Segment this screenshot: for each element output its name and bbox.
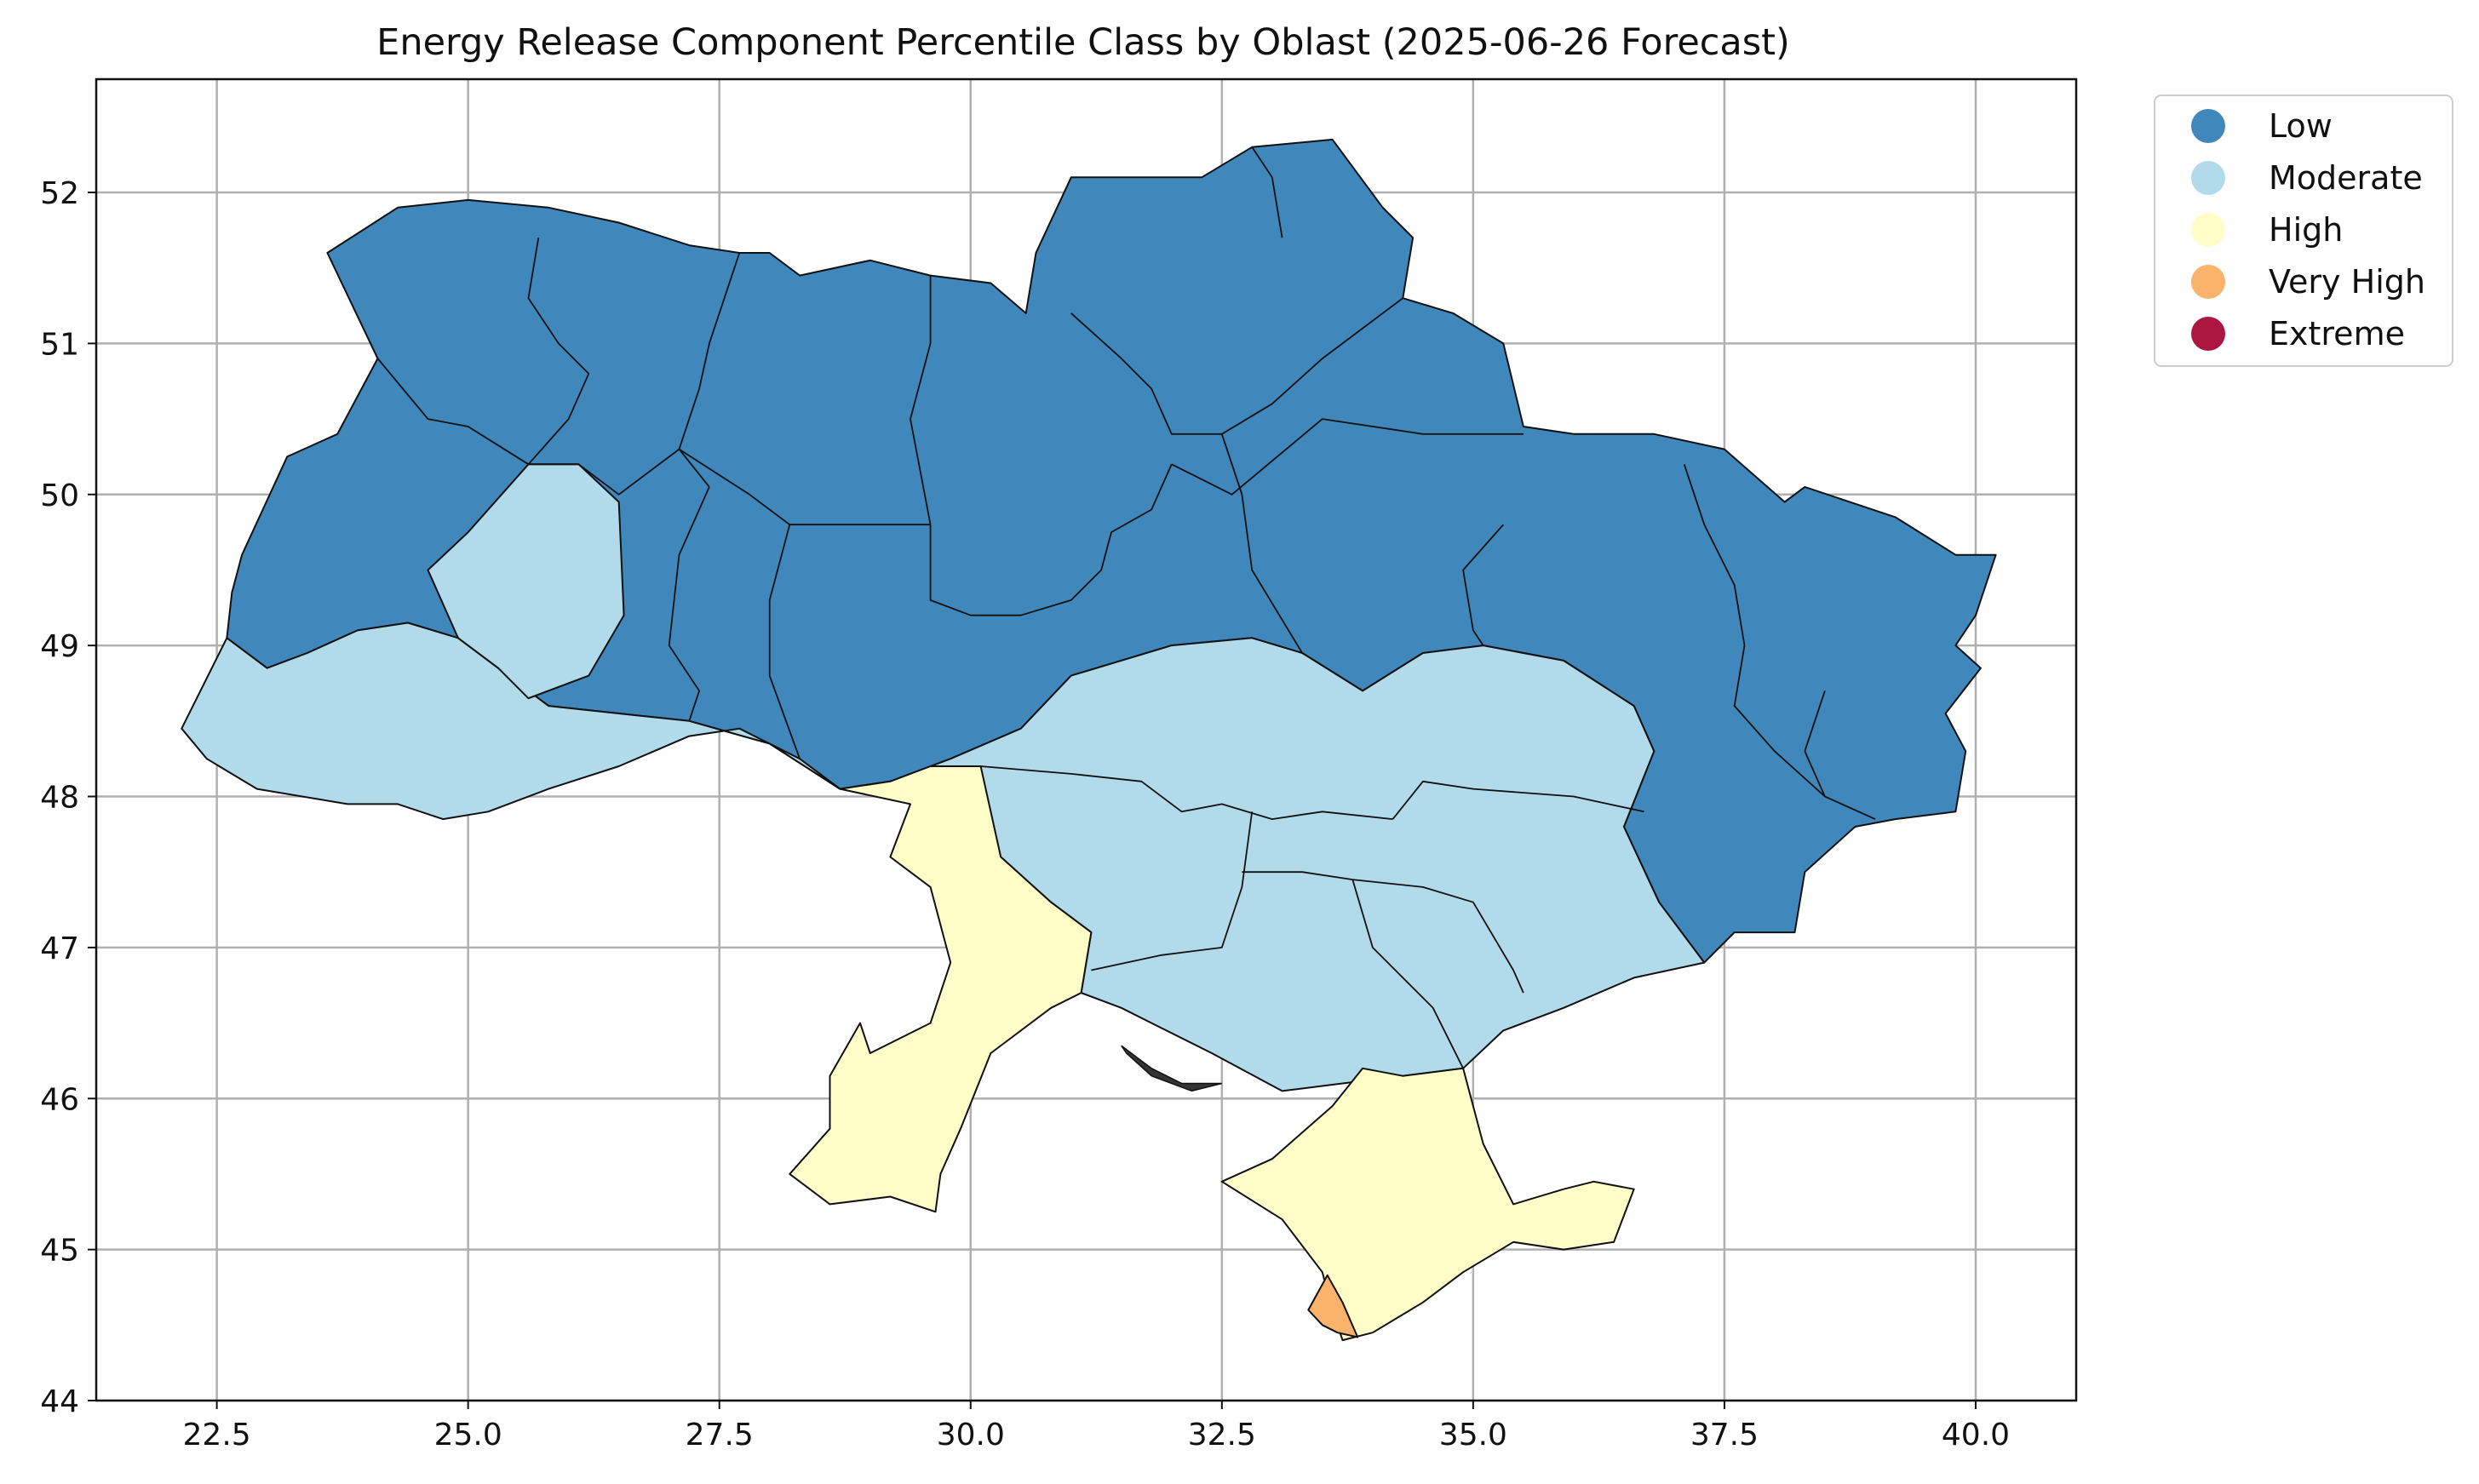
x-tick-label: 22.5: [183, 1418, 251, 1452]
legend-box: [2154, 95, 2453, 367]
y-tick-label: 50: [40, 478, 79, 513]
oblast-boundary: [376, 358, 710, 496]
x-tick-label: 40.0: [1942, 1418, 2010, 1452]
oblast-boundary: [1251, 146, 1283, 238]
oblast-boundary: [678, 252, 741, 450]
oblast-boundary: [1804, 690, 1826, 797]
y-tick-label: 49: [40, 629, 79, 664]
legend: Low Moderate High Very High Extreme: [2154, 95, 2453, 367]
oblast-boundary: [1220, 433, 1303, 654]
legend-marker-high: [2191, 213, 2225, 247]
x-tick-label: 25.0: [434, 1418, 502, 1452]
legend-marker-extreme: [2191, 317, 2225, 351]
oblast-boundary: [1091, 811, 1254, 971]
y-tick-label: 44: [40, 1384, 79, 1419]
oblast-boundary: [527, 238, 590, 465]
oblast-boundary: [1392, 780, 1644, 820]
legend-label: Extreme: [2269, 315, 2405, 352]
oblast-boundary: [1683, 464, 1876, 820]
legend-marker-moderate: [2191, 161, 2225, 195]
region-very-high: [1307, 1274, 1359, 1338]
y-tick-label: 46: [40, 1082, 79, 1117]
oblast-boundary: [668, 486, 710, 722]
y-tick-label: 48: [40, 781, 79, 816]
plot-frame: [95, 77, 2078, 1402]
region-high: [789, 765, 1093, 1213]
y-tick-label: 47: [40, 931, 79, 966]
x-tick-label: 30.0: [937, 1418, 1005, 1452]
oblast-boundaries: [376, 146, 1876, 1092]
chart-title: Energy Release Component Percentile Clas…: [376, 21, 1790, 64]
oblast-boundary: [1171, 418, 1524, 496]
region-moderate: [427, 463, 625, 700]
legend-marker-low: [2191, 109, 2225, 143]
oblast-boundary: [1462, 524, 1504, 646]
oblast-boundary: [980, 765, 1393, 820]
x-tick-label: 27.5: [686, 1418, 754, 1452]
oblast-regions: [181, 138, 1997, 1342]
oblast-boundary: [929, 463, 1173, 616]
oblast-boundary: [1242, 871, 1524, 994]
x-tick-label: 32.5: [1188, 1418, 1256, 1452]
x-tick-label: 37.5: [1690, 1418, 1759, 1452]
legend-label: Very High: [2269, 263, 2425, 301]
legend-label: Low: [2269, 107, 2333, 145]
oblast-boundary: [768, 524, 801, 759]
x-tick-label: 35.0: [1439, 1418, 1507, 1452]
oblast-boundary: [1070, 297, 1403, 435]
legend-label: High: [2269, 211, 2343, 249]
oblast-boundary: [1351, 879, 1464, 1069]
y-axis-ticks: 44 45 46 47 48 49 50 51 52: [40, 176, 96, 1419]
x-axis-ticks: 22.5 25.0 27.5 30.0 32.5 35.0 37.5 40.0: [183, 1401, 2010, 1452]
y-tick-label: 51: [40, 327, 79, 362]
oblast-boundary: [910, 275, 932, 525]
y-tick-label: 45: [40, 1234, 79, 1269]
spit-outline: [1121, 1045, 1222, 1092]
region-moderate: [181, 622, 1706, 1092]
legend-marker-very-high: [2191, 265, 2225, 299]
legend-label: Moderate: [2269, 159, 2423, 197]
y-tick-label: 52: [40, 176, 79, 211]
